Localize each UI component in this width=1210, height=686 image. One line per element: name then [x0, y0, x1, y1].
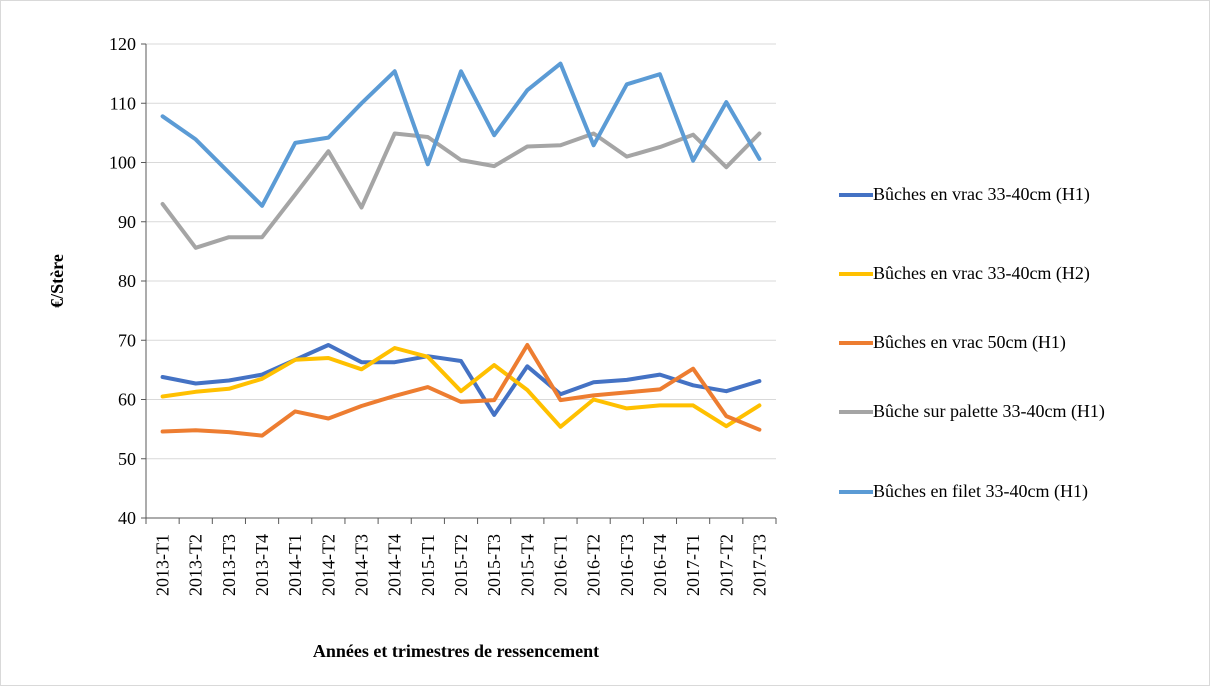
x-tick-label: 2015-T2 [451, 534, 471, 596]
y-tick-label: 120 [109, 34, 136, 54]
series-line [160, 131, 762, 250]
legend-swatch [839, 193, 873, 197]
y-tick-label: 40 [118, 508, 136, 528]
x-tick-label: 2015-T3 [484, 534, 504, 596]
legend-label: Bûches en vrac 50cm (H1) [873, 332, 1066, 352]
y-axis-title: €/Stère [47, 254, 67, 308]
legend-item: Bûche sur palette 33-40cm (H1) [839, 399, 1199, 424]
x-tick-label: 2015-T1 [418, 534, 438, 596]
x-tick-label: 2017-T2 [716, 534, 736, 596]
series-line [160, 343, 762, 438]
x-tick-label: 2013-T3 [219, 534, 239, 596]
x-tick-label: 2014-T2 [318, 534, 338, 596]
x-tick-label: 2014-T3 [352, 534, 372, 596]
x-tick-label: 2013-T4 [252, 534, 272, 596]
x-tick-label: 2016-T1 [550, 534, 570, 596]
x-tick-label: 2016-T2 [584, 534, 604, 596]
y-tick-label: 100 [109, 153, 136, 173]
legend-item: Bûches en vrac 33-40cm (H2) [839, 261, 1199, 286]
x-tick-label: 2013-T1 [153, 534, 173, 596]
x-tick-label: 2017-T3 [749, 534, 769, 596]
legend-label: Bûches en vrac 33-40cm (H2) [873, 263, 1090, 283]
legend-label: Bûche sur palette 33-40cm (H1) [873, 401, 1105, 421]
y-tick-label: 60 [118, 390, 136, 410]
legend-label: Bûches en filet 33-40cm (H1) [873, 481, 1088, 501]
legend-label: Bûches en vrac 33-40cm (H1) [873, 184, 1090, 204]
x-tick-label: 2017-T1 [683, 534, 703, 596]
x-axis-title: Années et trimestres de ressencement [313, 641, 599, 661]
x-tick-label: 2016-T3 [617, 534, 637, 596]
x-tick-label: 2016-T4 [650, 534, 670, 596]
y-tick-label: 90 [118, 212, 136, 232]
y-tick-label: 110 [110, 93, 136, 113]
series-line [160, 61, 762, 208]
x-tick-label: 2013-T2 [186, 534, 206, 596]
y-tick-label: 50 [118, 449, 136, 469]
legend-swatch [839, 490, 873, 494]
series-line [160, 343, 762, 417]
legend-swatch [839, 341, 873, 345]
legend-item: Bûches en vrac 33-40cm (H1) [839, 182, 1199, 207]
x-tick-label: 2014-T4 [385, 534, 405, 596]
legend-item: Bûches en vrac 50cm (H1) [839, 330, 1199, 355]
y-tick-label: 70 [118, 330, 136, 350]
series-line [160, 346, 762, 429]
legend-item: Bûches en filet 33-40cm (H1) [839, 479, 1199, 504]
legend-swatch [839, 272, 873, 276]
x-tick-label: 2015-T4 [517, 534, 537, 596]
y-tick-label: 80 [118, 271, 136, 291]
x-tick-label: 2014-T1 [285, 534, 305, 596]
legend-swatch [839, 410, 873, 414]
